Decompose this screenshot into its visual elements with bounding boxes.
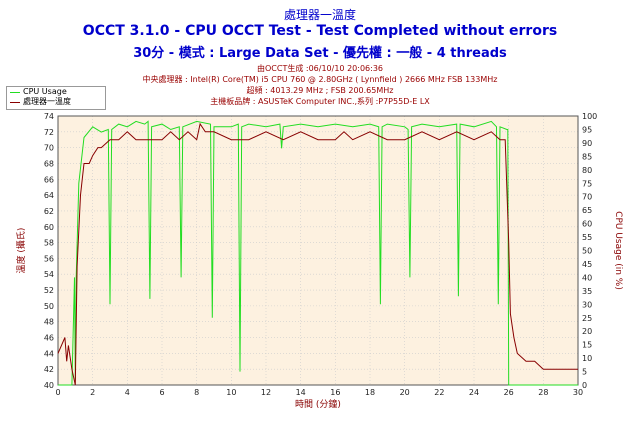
legend-label-cpu: CPU Usage	[23, 87, 67, 96]
y-right-tick-label: 45	[582, 260, 592, 269]
y-right-tick-label: 20	[582, 327, 592, 336]
x-tick-label: 22	[434, 388, 444, 397]
x-axis-label: 時間 (分鐘)	[295, 398, 341, 410]
legend-item-cpu: CPU Usage	[7, 87, 105, 97]
x-tick-label: 28	[538, 388, 548, 397]
y-left-tick-label: 50	[44, 302, 54, 311]
y-left-tick-label: 66	[44, 175, 54, 184]
y-left-tick-label: 68	[44, 159, 54, 168]
y-right-tick-label: 15	[582, 341, 592, 350]
y-right-axis-label: CPU Usage (in %)	[613, 211, 623, 290]
y-left-tick-label: 60	[44, 223, 54, 232]
x-tick-label: 6	[159, 388, 164, 397]
series-temperature-line	[57, 122, 578, 386]
y-right-tick-label: 80	[582, 166, 592, 175]
y-right-tick-label: 90	[582, 139, 592, 148]
y-right-tick-label: 55	[582, 233, 592, 242]
chart-title-main: OCCT 3.1.0 - CPU OCCT Test - Test Comple…	[82, 23, 558, 39]
y-right-tick-label: 85	[582, 152, 592, 161]
chart-subtitle: 30分 - 模式 : Large Data Set - 優先權 : 一般 - 4…	[133, 46, 507, 61]
x-tick-label: 16	[330, 388, 340, 397]
y-left-tick-label: 42	[44, 365, 54, 374]
y-right-tick-label: 10	[582, 354, 592, 363]
y-left-tick-label: 56	[44, 254, 54, 263]
x-tick-label: 30	[573, 388, 583, 397]
x-tick-label: 24	[469, 388, 479, 397]
y-left-tick-label: 64	[44, 191, 54, 200]
y-right-tick-label: 95	[582, 125, 592, 134]
y-right-tick-label: 65	[582, 206, 592, 215]
y-left-tick-label: 48	[44, 318, 54, 327]
y-left-tick-label: 52	[44, 286, 54, 295]
y-left-tick-label: 70	[44, 144, 54, 153]
info-clock: 超頻 : 4013.29 MHz ; FSB 200.65MHz	[246, 86, 394, 95]
y-right-tick-label: 70	[582, 193, 592, 202]
legend-item-temp: 處理器一溫度	[7, 97, 105, 107]
x-tick-label: 18	[365, 388, 375, 397]
y-right-tick-label: 0	[582, 381, 587, 390]
info-cpu: 中央處理器 : Intel(R) Core(TM) i5 CPU 760 @ 2…	[142, 75, 498, 84]
x-tick-label: 26	[504, 388, 514, 397]
y-right-tick-label: 60	[582, 220, 592, 229]
x-tick-label: 20	[400, 388, 410, 397]
y-right-tick-label: 50	[582, 247, 592, 256]
y-right-tick-label: 25	[582, 314, 592, 323]
y-left-tick-label: 62	[44, 207, 54, 216]
legend: CPU Usage 處理器一溫度	[6, 86, 106, 110]
y-right-tick-label: 100	[582, 112, 597, 121]
y-left-tick-label: 72	[44, 128, 54, 137]
legend-swatch-temp	[10, 102, 20, 103]
y-left-tick-label: 74	[44, 112, 54, 121]
y-left-tick-label: 58	[44, 239, 54, 248]
info-board: 主機板品牌 : ASUSTeK Computer INC.,系列 :P7P55D…	[210, 97, 430, 106]
x-tick-label: 4	[125, 388, 130, 397]
y-left-tick-label: 46	[44, 334, 54, 343]
y-left-tick-label: 40	[44, 381, 54, 390]
y-left-tick-label: 44	[44, 349, 54, 358]
y-left-tick-label: 54	[44, 270, 54, 279]
x-tick-label: 2	[90, 388, 95, 397]
y-left-axis-label: 溫度 (攝氏)	[15, 228, 27, 274]
x-tick-label: 14	[296, 388, 306, 397]
chart-title-top: 處理器一溫度	[283, 8, 356, 22]
legend-label-temp: 處理器一溫度	[23, 97, 71, 106]
info-generated: 由OCCT生成 :06/10/10 20:06:36	[257, 64, 383, 73]
legend-swatch-cpu	[10, 92, 20, 93]
y-right-tick-label: 30	[582, 300, 592, 309]
x-tick-label: 8	[194, 388, 199, 397]
y-right-tick-label: 35	[582, 287, 592, 296]
y-right-tick-label: 5	[582, 368, 587, 377]
x-tick-label: 0	[55, 388, 60, 397]
series-cpu-usage-line	[58, 120, 578, 386]
plot-border	[57, 115, 579, 386]
x-tick-label: 12	[261, 388, 271, 397]
y-right-tick-label: 75	[582, 179, 592, 188]
plot-area	[58, 116, 578, 385]
x-tick-label: 10	[226, 388, 236, 397]
y-right-tick-label: 40	[582, 273, 592, 282]
